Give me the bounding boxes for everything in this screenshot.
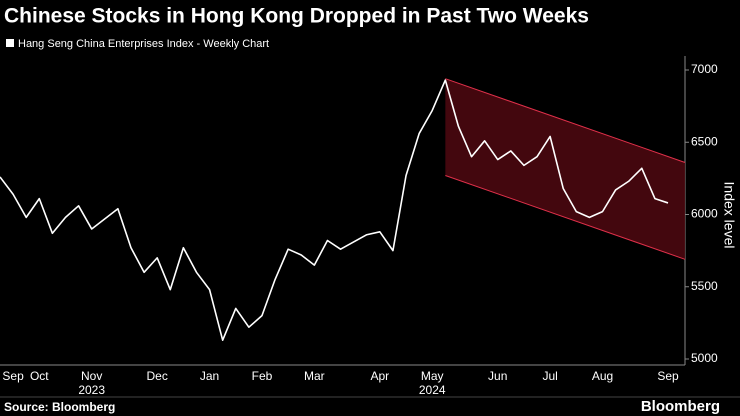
channel-upper — [445, 78, 686, 163]
legend-label: Hang Seng China Enterprises Index - Week… — [18, 38, 269, 50]
y-tick-label: 6000 — [691, 207, 718, 221]
y-tick-label: 7000 — [691, 62, 718, 76]
chart-title: Chinese Stocks in Hong Kong Dropped in P… — [4, 5, 589, 28]
x-tick-label: Sep — [2, 369, 24, 383]
legend-swatch — [6, 39, 14, 47]
x-tick-label: Aug — [592, 369, 613, 383]
x-tick-label: Mar — [304, 369, 325, 383]
x-tick-label: Jan — [200, 369, 219, 383]
y-tick-label: 6500 — [691, 134, 718, 148]
x-tick-label: Nov — [81, 369, 102, 383]
x-year-label: 2024 — [419, 383, 446, 397]
y-tick-label: 5500 — [691, 279, 718, 293]
source: Source: Bloomberg — [4, 400, 115, 414]
brand: Bloomberg — [641, 398, 720, 415]
x-tick-label: Feb — [252, 369, 273, 383]
x-tick-label: May — [421, 369, 444, 383]
x-tick-label: Dec — [147, 369, 168, 383]
x-tick-label: Oct — [30, 369, 49, 383]
y-tick-label: 5000 — [691, 351, 718, 365]
x-tick-label: Apr — [370, 369, 389, 383]
x-tick-label: Jul — [542, 369, 557, 383]
channel-fill — [445, 78, 685, 260]
series-line — [0, 79, 669, 342]
x-tick-label: Sep — [657, 369, 679, 383]
channel-lower — [445, 175, 686, 260]
x-year-label: 2023 — [78, 383, 105, 397]
y-axis-title: Index level — [721, 182, 737, 249]
x-tick-label: Jun — [488, 369, 507, 383]
